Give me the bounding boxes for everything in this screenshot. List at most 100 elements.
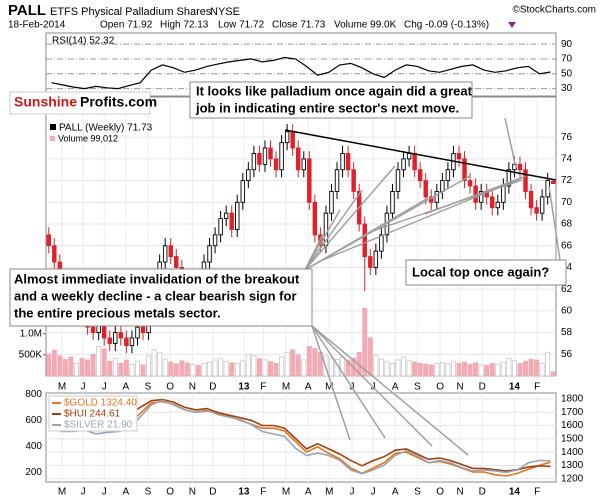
x-tick-label: J [81, 382, 86, 393]
title-icon [50, 124, 56, 130]
arrow [304, 209, 341, 271]
y-tick-label: 1700 [561, 407, 584, 418]
y-tick-label: 50 [561, 68, 573, 79]
volume-bar [462, 361, 468, 377]
volume-bar [168, 361, 174, 377]
volume-bar [207, 361, 213, 377]
volume-bar [412, 361, 418, 377]
y-tick-label: 74 [561, 154, 573, 165]
support-line [424, 175, 527, 215]
volume-bar [262, 359, 268, 377]
logo-profits: Profits.com [80, 94, 157, 110]
volume-bar [190, 363, 196, 377]
candle-body [174, 256, 179, 268]
volume-bar [450, 360, 456, 377]
candle-body [223, 212, 229, 220]
volume-bar [140, 364, 146, 377]
volume-bar [528, 358, 534, 377]
quote-volume: Volume 99.0K [334, 20, 397, 31]
x-tick-label: M [58, 487, 66, 498]
volume-bar [545, 351, 551, 377]
x-tick-label: A [122, 382, 129, 393]
candle-body [501, 185, 506, 203]
volume-bar [467, 363, 473, 377]
candle-body [412, 153, 417, 171]
volume-bar [57, 355, 63, 377]
annotation-text: and a weekly decline - a clear bearish s… [14, 288, 297, 303]
volume-bar [273, 362, 279, 377]
x-tick-label: A [305, 487, 312, 498]
x-tick-label: S [414, 487, 421, 498]
x-tick-label: M [325, 487, 333, 498]
candle-body [334, 169, 340, 192]
y-tick-label: 70 [561, 197, 573, 208]
y2-tick-label: 400 [25, 441, 42, 452]
volume-bar [68, 356, 74, 377]
candle-body [467, 180, 473, 187]
candle-body [257, 153, 262, 165]
candle-body [368, 256, 373, 268]
volume-bar [290, 349, 296, 377]
volume-bar [173, 363, 179, 377]
candle-body [118, 332, 124, 339]
volume-bar [251, 355, 257, 377]
candle-body [528, 190, 534, 209]
volume-bar [445, 363, 451, 377]
y-tick-label: 1600 [561, 420, 584, 431]
volume-bar [478, 364, 484, 377]
x-tick-label: D [209, 382, 216, 393]
x-tick-label: F [534, 382, 540, 393]
candle-body [495, 201, 501, 209]
volume-bar [184, 362, 190, 377]
volume-bar [550, 371, 556, 377]
volume-bar [229, 362, 235, 377]
y-tick-label: 72 [561, 175, 573, 186]
x-tick-label: A [305, 382, 312, 393]
candle-body [440, 180, 445, 192]
candle-body [129, 337, 135, 347]
candle-body [445, 169, 451, 182]
volume-bar [79, 357, 85, 377]
legend-label: $HUI 244.61 [64, 409, 121, 420]
rsi-line [51, 56, 551, 90]
volume-bar [201, 362, 207, 377]
down-arrow [508, 22, 516, 28]
x-tick-label: M [282, 487, 290, 498]
volume-bar [511, 360, 517, 377]
y-tick-label: 68 [561, 219, 573, 230]
candle-body [506, 169, 512, 187]
x-tick-label: D [479, 487, 486, 498]
y-tick-label: 1800 [561, 394, 584, 405]
volume-bar [312, 348, 318, 377]
logo-sunshine: Sunshine [14, 94, 77, 110]
volume-bar [107, 360, 113, 377]
candle-body [246, 169, 251, 182]
volume-bar [500, 361, 506, 377]
volume-bar [328, 357, 334, 377]
y-tick-label: 56 [561, 349, 573, 360]
annotation-text: Almost immediate invalidation of the bre… [14, 271, 300, 286]
quote-open: Open 71.92 [100, 20, 153, 31]
candle-body [478, 190, 484, 203]
candle-body [423, 180, 428, 198]
x-tick-label: F [534, 487, 540, 498]
volume-bar [506, 357, 512, 377]
candle-body [551, 181, 556, 184]
volume-bar [212, 359, 218, 377]
candle-body [329, 190, 334, 214]
quote-change: Chg -0.09 (-0.13%) [404, 20, 489, 31]
y-tick-label: 76 [561, 132, 573, 143]
volume-bar [195, 365, 201, 377]
volume-bar [284, 351, 290, 377]
watermark: ©StockCharts.com [512, 5, 596, 16]
candle-body [262, 147, 268, 165]
volume-bar [256, 358, 262, 377]
candle-body [46, 234, 51, 247]
candle-body [401, 158, 406, 171]
volume-bar [539, 362, 545, 377]
candle-body [395, 169, 401, 192]
candle-body [229, 212, 234, 230]
arrow [311, 325, 351, 441]
volume-bar [395, 359, 401, 377]
x-tick-label: A [122, 487, 129, 498]
